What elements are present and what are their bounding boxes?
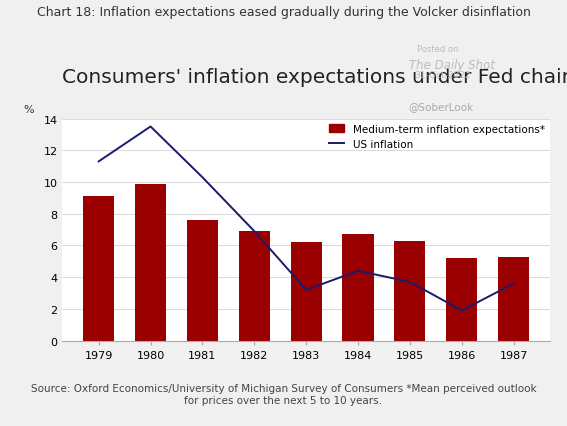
Text: Posted on: Posted on [417,45,458,54]
Bar [239,232,270,341]
Text: Source: Oxford Economics/University of Michigan Survey of Consumers *Mean percei: Source: Oxford Economics/University of M… [31,383,536,405]
Bar [498,257,529,341]
Bar [342,235,374,341]
Text: %: % [23,105,34,115]
Text: 31-Oct-2022: 31-Oct-2022 [414,71,471,80]
Bar [395,241,425,341]
Text: Consumers' inflation expectations under Fed chair Volcker: Consumers' inflation expectations under … [62,68,567,87]
Bar [187,221,218,341]
Text: The Daily Shot: The Daily Shot [409,59,496,72]
Legend: Medium-term inflation expectations*, US inflation: Medium-term inflation expectations*, US … [329,124,545,150]
Bar [135,184,166,341]
Text: Chart 18: Inflation expectations eased gradually during the Volcker disinflation: Chart 18: Inflation expectations eased g… [36,6,531,19]
Bar [83,197,114,341]
Text: @SoberLook: @SoberLook [408,102,473,112]
Bar [446,259,477,341]
Bar [291,243,321,341]
